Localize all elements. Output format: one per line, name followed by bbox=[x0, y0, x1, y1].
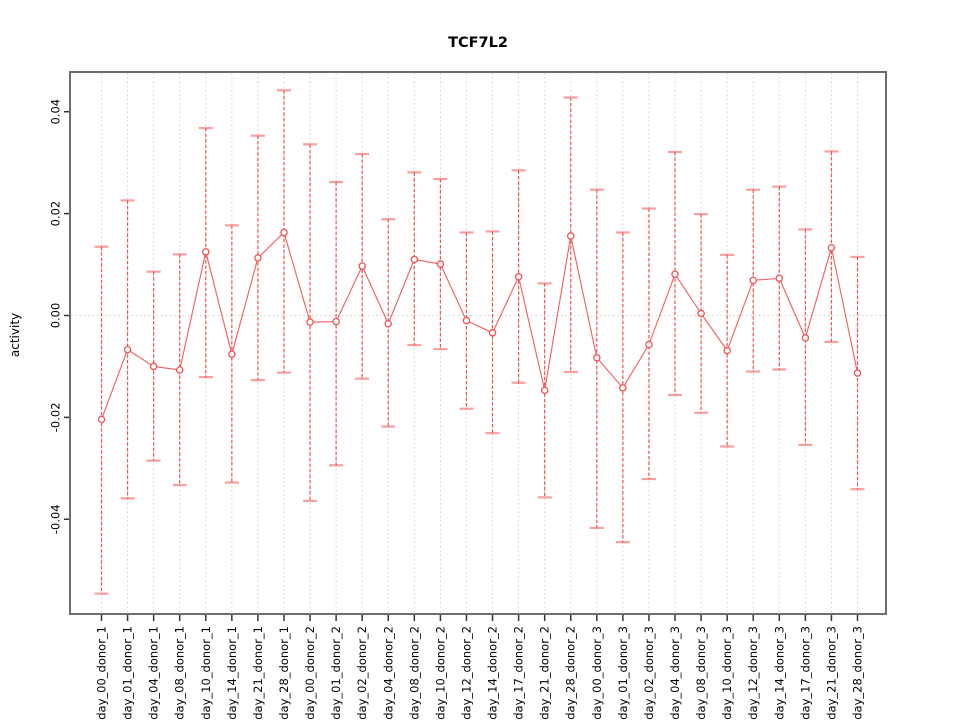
data-point bbox=[749, 276, 757, 285]
x-tick-label: day_08_donor_2 bbox=[407, 626, 421, 720]
data-point bbox=[462, 316, 471, 325]
data-point bbox=[827, 243, 836, 252]
data-point bbox=[853, 369, 862, 377]
x-tick-label: day_10_donor_3 bbox=[720, 626, 734, 720]
x-tick-label: day_14_donor_1 bbox=[225, 626, 239, 720]
data-point bbox=[306, 318, 314, 326]
y-axis: 0.04 0.02 0.00 -0.02 -0.04 bbox=[49, 99, 69, 534]
x-tick-label: day_01_donor_1 bbox=[121, 626, 135, 720]
data-point bbox=[228, 350, 236, 358]
x-tick-label: day_14_donor_3 bbox=[772, 626, 786, 720]
data-point bbox=[436, 260, 445, 268]
x-tick-label: day_12_donor_3 bbox=[746, 626, 760, 720]
x-tick-label: day_01_donor_3 bbox=[616, 626, 630, 720]
data-point bbox=[123, 345, 132, 354]
data-point bbox=[645, 340, 653, 349]
data-points bbox=[97, 228, 862, 424]
data-point bbox=[619, 384, 627, 392]
data-point bbox=[202, 248, 210, 256]
data-point bbox=[723, 346, 731, 355]
x-tick-label: day_28_donor_2 bbox=[564, 626, 578, 720]
data-point bbox=[801, 334, 810, 342]
x-tick-label: day_04_donor_3 bbox=[668, 626, 682, 720]
y-axis-title: activity bbox=[8, 313, 22, 357]
data-point bbox=[384, 319, 393, 328]
error-bars bbox=[94, 89, 865, 595]
x-tick-label: day_02_donor_3 bbox=[642, 626, 656, 720]
data-point bbox=[775, 274, 784, 283]
data-point bbox=[566, 232, 575, 240]
data-point bbox=[671, 270, 679, 278]
x-tick-label: day_08_donor_3 bbox=[694, 626, 708, 720]
data-point bbox=[97, 415, 106, 424]
chart-title: TCF7L2 bbox=[448, 35, 508, 51]
data-point bbox=[149, 362, 158, 371]
plot-frame bbox=[69, 71, 887, 615]
y-tick-label: 0.02 bbox=[49, 201, 63, 227]
x-tick-label: day_00_donor_1 bbox=[95, 626, 109, 720]
x-tick-label: day_10_donor_1 bbox=[199, 626, 213, 720]
y-tick-label: -0.04 bbox=[49, 504, 63, 534]
data-point bbox=[332, 317, 340, 326]
x-tick-label: day_14_donor_2 bbox=[486, 626, 500, 720]
data-point bbox=[175, 366, 184, 374]
x-tick-label: day_12_donor_2 bbox=[459, 626, 473, 720]
x-tick-label: day_21_donor_2 bbox=[538, 626, 552, 720]
y-tick-label: -0.02 bbox=[49, 402, 63, 432]
data-point bbox=[280, 228, 288, 237]
x-axis: day_00_donor_1 day_01_donor_1 day_04_donor… bbox=[95, 615, 865, 720]
series-line bbox=[100, 231, 859, 420]
x-tick-label: day_28_donor_3 bbox=[851, 626, 865, 720]
gridlines bbox=[71, 73, 885, 613]
data-point bbox=[358, 262, 366, 270]
x-tick-label: day_04_donor_1 bbox=[147, 626, 161, 720]
x-tick-label: day_00_donor_3 bbox=[590, 626, 604, 720]
x-tick-label: day_01_donor_2 bbox=[329, 626, 343, 720]
x-tick-label: day_00_donor_2 bbox=[303, 626, 317, 720]
x-tick-label: day_08_donor_1 bbox=[173, 626, 187, 720]
x-tick-label: day_28_donor_1 bbox=[277, 626, 291, 720]
x-tick-label: day_17_donor_2 bbox=[512, 626, 526, 720]
y-tick-label: 0.00 bbox=[49, 303, 63, 329]
x-tick-label: day_10_donor_2 bbox=[433, 626, 447, 720]
data-point bbox=[514, 273, 523, 281]
data-point bbox=[254, 254, 262, 262]
x-tick-label: day_21_donor_3 bbox=[824, 626, 838, 720]
data-point bbox=[697, 309, 705, 318]
x-tick-label: day_02_donor_2 bbox=[355, 626, 369, 720]
x-tick-label: day_04_donor_2 bbox=[381, 626, 395, 720]
data-point bbox=[593, 354, 601, 362]
data-point bbox=[540, 386, 549, 395]
y-tick-label: 0.04 bbox=[49, 99, 63, 125]
data-point bbox=[410, 255, 419, 264]
x-tick-label: day_17_donor_3 bbox=[798, 626, 812, 720]
x-tick-label: day_21_donor_1 bbox=[251, 626, 265, 720]
data-point bbox=[488, 329, 497, 337]
